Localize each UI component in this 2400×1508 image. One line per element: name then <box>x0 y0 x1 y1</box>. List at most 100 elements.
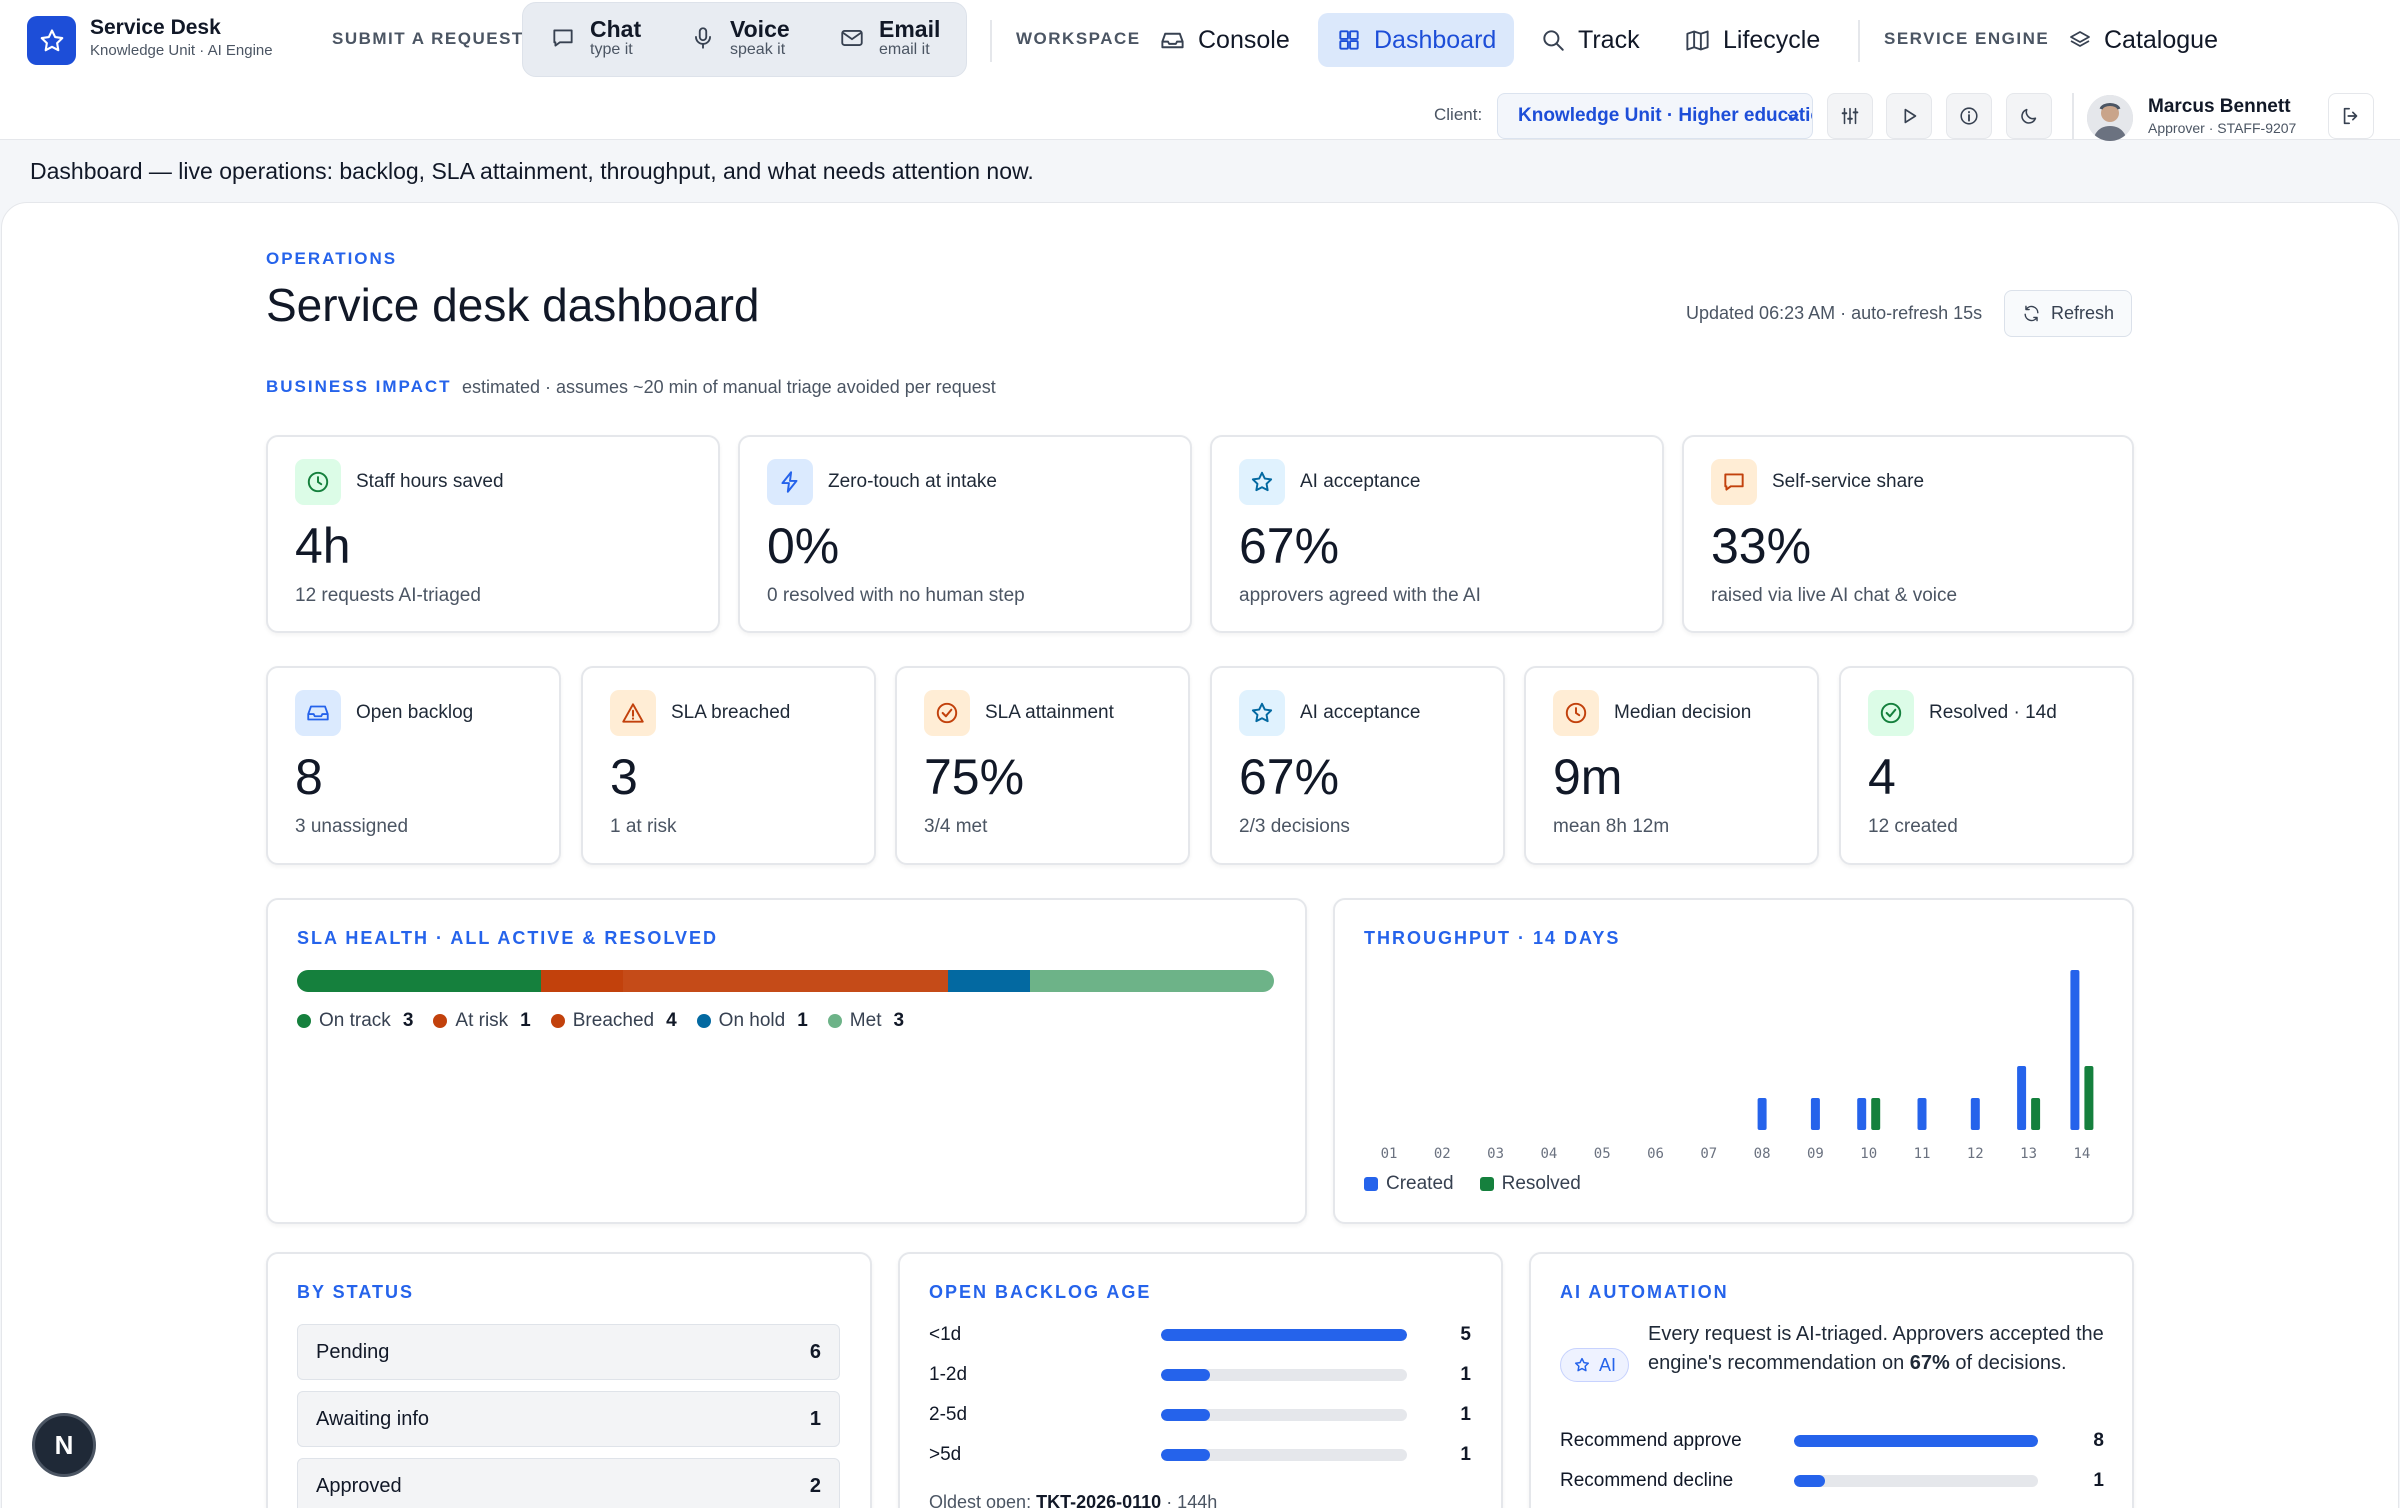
kpi-card-sla-attainment: SLA attainment 75% 3/4 met <box>895 666 1190 865</box>
kpi-value: 9m <box>1553 749 1623 805</box>
chevron-down-icon <box>1787 113 1799 121</box>
throughput-chart: 01 02 03 04 05 06 07 08 09 10 11 12 13 14 <box>1381 970 2094 1160</box>
check-circle-icon <box>1880 702 1902 724</box>
sla-legend-item: Met 3 <box>827 1010 904 1032</box>
nav-lifecycle[interactable]: Lifecycle <box>1666 13 1838 67</box>
nav-dashboard[interactable]: Dashboard <box>1318 13 1515 67</box>
bolt-icon <box>781 471 798 493</box>
play-icon <box>1904 108 1917 124</box>
kpi-card-sla-breached: SLA breached 3 1 at risk <box>581 666 876 865</box>
status-row-awaiting-info[interactable]: Awaiting info 1 <box>297 1391 840 1447</box>
service-engine-label: SERVICE ENGINE <box>1884 29 2050 48</box>
submit-request-label: SUBMIT A REQUEST <box>332 29 524 48</box>
x-tick-label: 06 <box>1647 1146 1664 1160</box>
bar-resolved <box>1871 1098 1881 1130</box>
nav-track[interactable]: Track <box>1522 13 1658 67</box>
x-tick-label: 02 <box>1434 1146 1451 1160</box>
grid-icon <box>1339 30 1359 50</box>
status-label: Awaiting info <box>316 1407 430 1430</box>
kpi-card-zero-touch: Zero-touch at intake 0% 0 resolved with … <box>738 435 1192 633</box>
star-icon <box>40 28 63 51</box>
page-banner <box>0 141 2400 201</box>
status-row-pending[interactable]: Pending 6 <box>297 1324 840 1380</box>
kpi-card-open-backlog: Open backlog 8 3 unassigned <box>266 666 561 865</box>
kpi-sub: 3 unassigned <box>295 816 409 837</box>
legend-count: 3 <box>402 1010 414 1031</box>
status-label: Pending <box>316 1340 390 1363</box>
sla-health-panel: SLA HEALTH · ALL ACTIVE & RESOLVED On tr… <box>266 898 1307 1224</box>
ai-row-label: Recommend approve <box>1560 1430 1742 1451</box>
kpi-label: Open backlog <box>356 702 474 723</box>
x-tick-label: 14 <box>2073 1146 2090 1160</box>
section-eyebrow: OPERATIONS <box>266 249 398 268</box>
age-label: >5d <box>929 1444 962 1465</box>
kpi-icon-box <box>767 459 813 505</box>
legend-label: At risk <box>455 1010 509 1031</box>
sla-stacked-bar <box>297 970 1274 992</box>
kpi-sub: 12 created <box>1868 816 1958 837</box>
kpi-icon-box <box>1868 690 1914 736</box>
client-label: Client: <box>1434 105 1483 124</box>
nav-catalogue[interactable]: Catalogue <box>2050 13 2236 67</box>
nav-dashboard-label: Dashboard <box>1374 25 1497 54</box>
sla-legend-item: On hold 1 <box>696 1010 808 1032</box>
legend-swatch <box>1479 1177 1494 1191</box>
status-label: Approved <box>316 1474 402 1497</box>
ai-row-fill <box>1794 1435 2038 1447</box>
bar-resolved <box>2031 1098 2041 1130</box>
legend-label: Resolved <box>1501 1173 1581 1194</box>
sla-segment <box>1029 970 1274 992</box>
age-fill <box>1161 1329 1407 1341</box>
kpi-label: SLA attainment <box>985 702 1114 723</box>
channel-chat[interactable]: Chat type it <box>550 14 641 62</box>
x-tick-label: 12 <box>1967 1146 1984 1160</box>
channel-email[interactable]: Email email it <box>839 14 940 62</box>
kpi-value: 4h <box>295 518 351 574</box>
age-fill <box>1161 1369 1211 1381</box>
logout-button[interactable] <box>2328 93 2374 139</box>
clock-icon <box>1565 702 1587 724</box>
app-logo[interactable] <box>27 16 76 65</box>
business-impact-note: estimated · assumes ~20 min of manual tr… <box>462 377 996 397</box>
ai-row-track <box>1794 1475 2038 1487</box>
info-button[interactable] <box>1946 93 1992 139</box>
bar-created <box>1857 1098 1867 1130</box>
x-tick-label: 09 <box>1807 1146 1824 1160</box>
avatar[interactable] <box>2087 95 2133 141</box>
throughput-legend-item: Created <box>1364 1173 1454 1195</box>
legend-swatch <box>433 1014 448 1028</box>
oldest-open-ticket[interactable]: TKT-2026-0110 <box>1036 1492 1162 1508</box>
filters-button[interactable] <box>1827 93 1873 139</box>
nav-console[interactable]: Console <box>1141 13 1308 67</box>
ai-badge-label: AI <box>1599 1354 1617 1375</box>
kpi-sub: 2/3 decisions <box>1239 816 1350 837</box>
kpi-card-staff-hours: Staff hours saved 4h 12 requests AI-tria… <box>266 435 720 633</box>
channel-chat-label: Chat <box>590 16 642 42</box>
fab-label: N <box>54 1429 74 1460</box>
check-circle-icon <box>936 702 958 724</box>
mic-icon <box>695 27 711 49</box>
client-select[interactable]: Knowledge Unit · Higher education <box>1497 93 1813 139</box>
inbox-icon <box>307 705 329 721</box>
warning-icon <box>622 703 644 723</box>
kpi-sub: approvers agreed with the AI <box>1239 585 1481 606</box>
play-button[interactable] <box>1886 93 1932 139</box>
kpi-value: 75% <box>924 749 1025 805</box>
kpi-label: Self-service share <box>1772 471 1925 492</box>
message-icon <box>1724 473 1744 491</box>
by-status-title: BY STATUS <box>297 1282 415 1302</box>
kpi-sub: 1 at risk <box>610 816 677 837</box>
ai-row-count: 8 <box>2093 1430 2104 1451</box>
status-row-approved[interactable]: Approved 2 <box>297 1458 840 1508</box>
kpi-label: AI acceptance <box>1300 471 1421 492</box>
theme-toggle-button[interactable] <box>2006 93 2052 139</box>
refresh-button[interactable]: Refresh <box>2004 290 2132 337</box>
toolbar-divider <box>2072 93 2074 139</box>
assistant-fab[interactable]: N <box>32 1413 96 1477</box>
ai-row-track <box>1794 1435 2038 1447</box>
channel-voice[interactable]: Voice speak it <box>690 14 790 62</box>
app-title: Service Desk <box>90 16 221 39</box>
sla-legend: On track 3 At risk 1 Breached 4 On hold 1 Met 3 <box>297 1010 904 1032</box>
sla-legend-item: At risk 1 <box>433 1010 531 1032</box>
x-tick-label: 08 <box>1754 1146 1771 1160</box>
